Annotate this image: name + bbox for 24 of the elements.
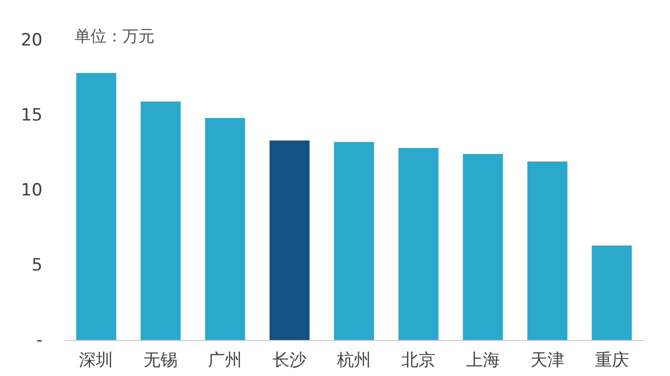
x-tick-label: 杭州: [336, 350, 371, 370]
y-tick-label: 5: [32, 256, 42, 276]
y-tick-label: 10: [20, 180, 42, 200]
x-tick-label: 广州: [208, 350, 242, 370]
bar: [334, 142, 374, 340]
bar: [76, 73, 116, 340]
x-tick-label: 重庆: [594, 350, 629, 370]
y-tick-label: -: [36, 330, 42, 350]
y-axis-title: 单位：万元: [74, 26, 154, 46]
bar: [462, 154, 503, 340]
y-tick-label: 20: [20, 30, 42, 50]
x-tick-label: 长沙: [272, 350, 307, 370]
bar: [527, 162, 568, 340]
x-tick-label: 北京: [401, 350, 436, 370]
bar: [592, 246, 632, 340]
bar: [398, 148, 438, 340]
x-tick-label: 无锡: [144, 350, 178, 370]
x-tick-label: 天津: [530, 350, 564, 370]
bar: [140, 102, 181, 340]
bar: [205, 118, 246, 340]
x-tick-label: 上海: [466, 350, 500, 370]
x-tick-label: 深圳: [79, 350, 114, 370]
bar: [270, 140, 310, 340]
y-tick-label: 15: [20, 106, 42, 126]
